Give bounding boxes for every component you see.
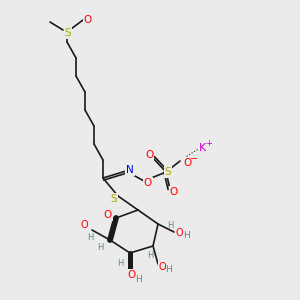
Text: O: O xyxy=(84,15,92,25)
Text: H: H xyxy=(97,244,103,253)
Text: O: O xyxy=(80,220,88,230)
Text: S: S xyxy=(65,28,71,38)
Text: +: + xyxy=(206,140,212,148)
Text: S: S xyxy=(165,167,171,177)
Text: O: O xyxy=(128,270,136,280)
Text: O: O xyxy=(170,187,178,197)
Text: O: O xyxy=(158,262,166,272)
Text: H: H xyxy=(135,275,141,284)
Text: S: S xyxy=(111,194,117,204)
Text: H: H xyxy=(147,251,153,260)
Text: O: O xyxy=(145,150,153,160)
Text: O: O xyxy=(144,178,152,188)
Text: O: O xyxy=(175,228,183,238)
Text: H: H xyxy=(167,221,173,230)
Text: K: K xyxy=(198,143,206,153)
Text: −: − xyxy=(190,154,198,164)
Text: O: O xyxy=(104,210,112,220)
Text: O: O xyxy=(183,158,191,168)
Text: H: H xyxy=(87,233,93,242)
Text: H: H xyxy=(166,266,172,274)
Text: N: N xyxy=(126,165,134,175)
Text: H: H xyxy=(117,260,123,268)
Text: H: H xyxy=(183,232,189,241)
